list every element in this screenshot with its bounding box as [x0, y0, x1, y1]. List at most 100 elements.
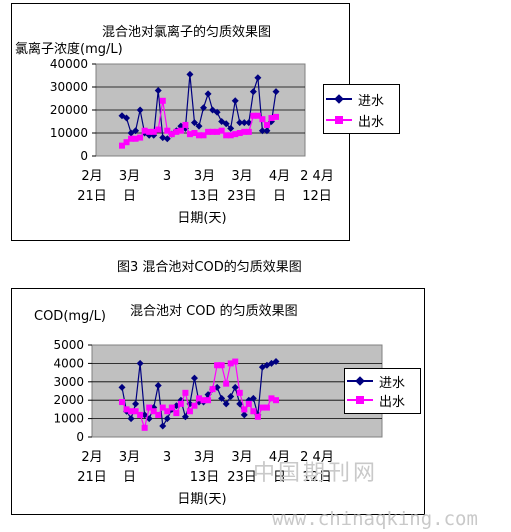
x-tick-label: 2 4月	[300, 450, 334, 465]
x-tick-label: 23日	[227, 470, 257, 485]
data-point-outflow	[259, 404, 266, 411]
data-point-outflow	[218, 362, 225, 369]
data-point-inflow	[222, 120, 230, 128]
chart2-title: 混合池对 COD 的匀质效果图	[130, 304, 298, 319]
data-point-inflow	[123, 114, 131, 122]
data-point-outflow	[241, 128, 248, 135]
data-point-outflow	[273, 113, 279, 120]
y-tick-label: 1000	[53, 412, 84, 426]
data-point-outflow	[196, 395, 202, 402]
data-point-outflow	[209, 128, 216, 135]
data-point-outflow	[268, 115, 275, 122]
data-point-outflow	[146, 404, 153, 411]
data-point-outflow	[128, 135, 135, 142]
data-point-inflow	[132, 127, 140, 135]
data-point-outflow	[236, 389, 243, 396]
data-point-inflow	[136, 359, 144, 367]
data-point-outflow	[150, 128, 157, 135]
y-tick-label: 0	[76, 430, 84, 444]
y-tick-label: 2000	[53, 393, 84, 407]
data-point-outflow	[223, 132, 230, 139]
data-point-outflow	[177, 127, 184, 134]
data-point-inflow	[154, 86, 162, 94]
y-tick-label: 30000	[50, 80, 88, 94]
data-point-inflow	[127, 415, 135, 423]
data-point-outflow	[159, 97, 166, 104]
x-tick-label: 3月	[194, 450, 215, 465]
data-point-outflow	[123, 406, 130, 413]
x-tick-label: 3月	[119, 169, 140, 184]
data-point-outflow	[214, 128, 221, 135]
x-tick-label: 3月	[194, 169, 215, 184]
data-point-inflow	[231, 383, 239, 391]
data-point-inflow	[254, 74, 262, 82]
data-point-outflow	[164, 127, 171, 134]
square-marker-icon	[335, 116, 343, 124]
x-tick-label: 12日	[302, 189, 332, 204]
chart1-legend: 进水 出水	[323, 84, 400, 134]
data-point-outflow	[155, 411, 162, 418]
data-point-inflow	[186, 70, 194, 78]
y-tick-label: 0	[80, 149, 88, 163]
data-point-inflow	[240, 119, 248, 127]
data-point-inflow	[240, 411, 248, 419]
data-point-outflow	[119, 142, 125, 149]
data-point-inflow	[195, 122, 203, 130]
x-tick-label: 3月	[119, 450, 140, 465]
data-point-inflow	[136, 106, 144, 114]
x-tick-label: 21日	[77, 470, 107, 485]
x-tick-label: 4月	[269, 450, 290, 465]
data-point-inflow	[249, 88, 257, 96]
data-point-outflow	[132, 135, 139, 142]
y-tick-label: 10000	[50, 126, 88, 140]
x-tick-label: 2月	[81, 169, 102, 184]
data-point-inflow	[132, 400, 140, 408]
data-point-outflow	[259, 116, 266, 123]
data-point-inflow	[118, 383, 126, 391]
x-tick-label: 日	[123, 470, 136, 485]
data-point-inflow	[190, 119, 198, 127]
data-point-inflow	[200, 104, 208, 112]
data-point-outflow	[177, 400, 184, 407]
y-tick-label: 4000	[53, 356, 84, 370]
square-marker-icon	[356, 396, 364, 404]
data-point-outflow	[232, 131, 239, 138]
data-point-outflow	[263, 404, 270, 411]
x-tick-label: 23日	[227, 189, 257, 204]
data-point-inflow	[267, 359, 275, 367]
y-tick-label: 3000	[53, 375, 84, 389]
chart1-ylabel: 氯离子浓度(mg/L)	[15, 42, 123, 57]
x-axis-title: 日期(天)	[177, 492, 226, 507]
data-point-outflow	[191, 130, 198, 136]
data-point-inflow	[181, 413, 189, 421]
data-point-outflow	[200, 397, 207, 404]
x-tick-label: 日	[273, 189, 286, 204]
data-point-inflow	[258, 127, 266, 135]
data-point-outflow	[200, 132, 207, 139]
data-point-outflow	[186, 408, 193, 415]
data-point-inflow	[204, 90, 212, 98]
data-point-outflow	[273, 397, 279, 404]
x-tick-label: 3	[163, 450, 171, 465]
x-tick-label: 21日	[77, 189, 107, 204]
data-point-outflow	[250, 408, 257, 415]
data-point-outflow	[164, 408, 171, 415]
data-point-inflow	[213, 108, 221, 116]
x-tick-label: 3	[163, 169, 171, 184]
data-point-inflow	[231, 97, 239, 105]
data-point-outflow	[254, 413, 261, 420]
data-point-inflow	[163, 415, 171, 423]
chart1-legend-outflow-label: 出水	[358, 114, 385, 130]
diamond-marker-icon	[355, 376, 365, 386]
data-point-outflow	[137, 411, 144, 418]
data-point-outflow	[150, 408, 157, 415]
figure-caption: 图3 混合池对COD的匀质效果图	[117, 260, 302, 275]
x-tick-label: 12日	[302, 470, 332, 485]
chart1-legend-inflow: 进水	[324, 90, 384, 109]
data-point-outflow	[241, 406, 248, 413]
data-point-outflow	[268, 395, 275, 402]
data-point-outflow	[218, 127, 225, 134]
data-point-inflow	[236, 400, 244, 408]
x-tick-label: 日	[123, 189, 136, 204]
data-point-outflow	[205, 397, 212, 404]
